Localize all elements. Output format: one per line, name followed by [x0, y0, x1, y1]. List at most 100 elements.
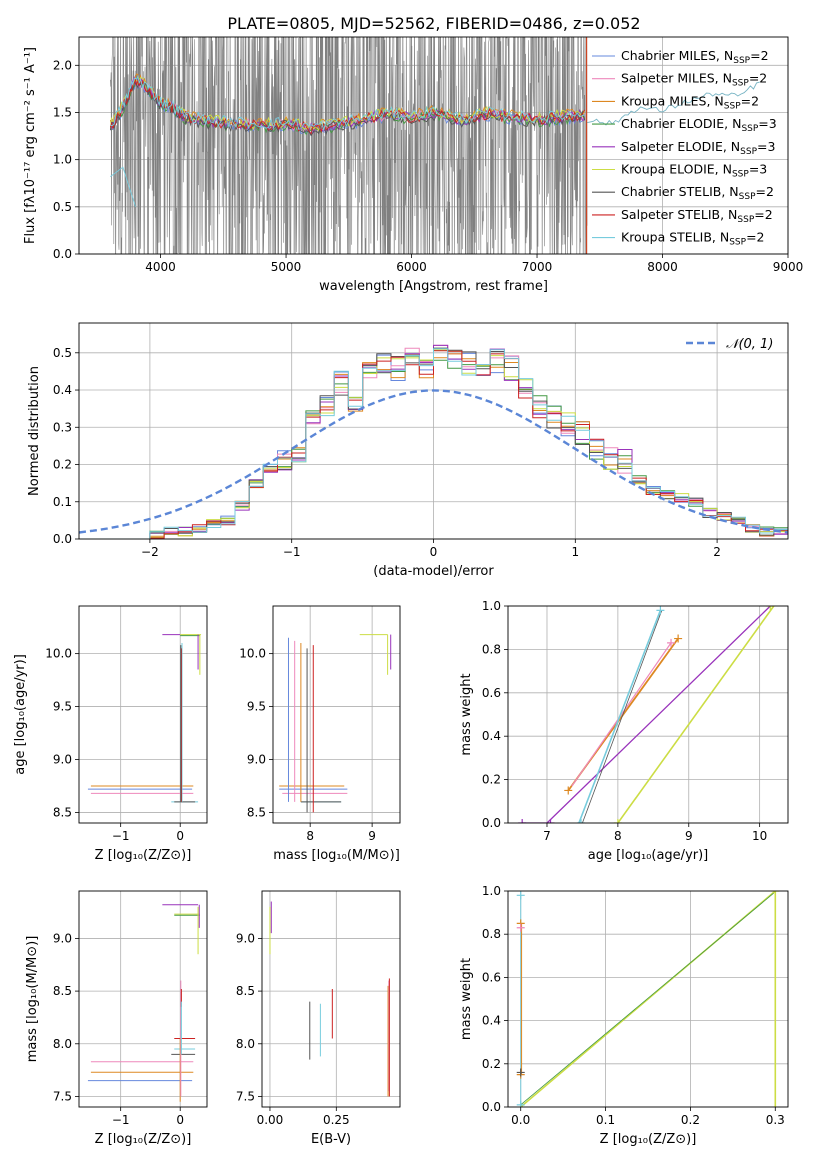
plot-area	[518, 606, 775, 823]
legend-text: Kroupa STELIB, N	[621, 230, 729, 245]
y-axis-label: age [log₁₀(age/yr)]	[13, 654, 28, 775]
x-tick-label: 0	[176, 1113, 184, 1127]
cumulative-line	[617, 606, 775, 823]
y-tick-label: 8.5	[247, 805, 266, 819]
x-tick-label: 1	[571, 545, 579, 559]
legend-label: Chabrier ELODIE, NSSP=3	[621, 116, 777, 134]
cumulative-line	[578, 610, 662, 823]
x-tick-label: −2	[141, 545, 159, 559]
x-axis-label: Z [log₁₀(Z/Z⊙)]	[600, 1132, 697, 1147]
y-tick-label: 0.6	[482, 970, 501, 984]
cumulative-line	[522, 606, 771, 823]
marker	[577, 819, 586, 823]
z-mass-panel: −1 0 7.5 8.0 8.5 9.0 Z [log₁₀(Z/Z⊙)] mass [log₁…	[25, 890, 208, 1147]
x-tick-label: 2	[713, 545, 721, 559]
legend-subscript: SSP	[732, 79, 749, 89]
legend-text: Kroupa ELODIE, N	[621, 162, 732, 177]
x-tick-label: 5000	[271, 260, 302, 274]
y-tick-label: 0.0	[482, 1100, 501, 1114]
model-spectrum-line	[109, 78, 586, 135]
z-age-panel: −1 0 8.5 9.0 9.5 10.0 Z [log₁₀(Z/Z⊙)] age [log₁…	[13, 605, 208, 863]
cumulative-line	[571, 642, 672, 787]
x-tick-label: 7	[543, 829, 551, 843]
y-tick-label: 1.0	[482, 599, 501, 613]
marker	[516, 1068, 525, 1077]
legend-subscript: SSP	[724, 101, 741, 111]
axes-frame	[78, 36, 789, 255]
y-tick-label: 10.0	[239, 647, 266, 661]
marker	[771, 891, 780, 895]
y-tick-label: 0.5	[53, 346, 72, 360]
x-axis-label: age [log₁₀(age/yr)]	[588, 848, 709, 863]
y-tick-label: 9.5	[247, 700, 266, 714]
normal-legend-label: 𝒩(0, 1)	[726, 337, 773, 352]
legend-text: Salpeter MILES, N	[621, 71, 732, 86]
legend-label: Kroupa MILES, NSSP=2	[621, 93, 759, 111]
y-tick-label: 8.5	[53, 984, 72, 998]
y-axis-label: mass [log₁₀(M/M⊙)]	[25, 936, 40, 1063]
y-tick-label: 0.0	[482, 816, 501, 830]
residual-histogram-panel: −2 −1 0 1 2 0.0 0.1 0.2 0.3 0.4 0.5 (data-model)/er…	[27, 322, 789, 579]
axes-frame	[261, 890, 401, 1108]
y-tick-label: 0.4	[482, 729, 501, 743]
legend-label: Chabrier STELIB, NSSP=2	[621, 184, 774, 202]
legend-text: Salpeter STELIB, N	[621, 207, 737, 222]
y-tick-label: 8.0	[53, 1037, 72, 1051]
y-tick-label: 0.4	[482, 1014, 501, 1028]
legend-suffix: =2	[749, 71, 767, 86]
legend-label: Salpeter ELODIE, NSSP=3	[621, 139, 775, 157]
legend-label: Salpeter STELIB, NSSP=2	[621, 207, 773, 225]
y-tick-label: 0.2	[53, 458, 72, 472]
model-spectrum-line	[109, 77, 586, 132]
spectrum-data-line	[110, 37, 588, 254]
y-tick-label: 0.8	[482, 927, 501, 941]
x-tick-label: 8	[614, 829, 622, 843]
legend-suffix: =2	[756, 184, 774, 199]
legend-subscript: SSP	[733, 56, 750, 66]
marker	[546, 819, 555, 823]
legend-text: Kroupa MILES, N	[621, 93, 724, 108]
legend-text: Salpeter ELODIE, N	[621, 139, 740, 154]
legend-subscript: SSP	[740, 147, 757, 157]
x-tick-label: 9	[685, 829, 693, 843]
x-tick-label: 0.1	[596, 1113, 615, 1127]
normal-curve	[79, 389, 788, 534]
legend-label: Chabrier MILES, NSSP=2	[621, 48, 769, 66]
x-axis-label: E(B-V)	[311, 1132, 351, 1147]
model-spectrum-line	[110, 74, 585, 132]
x-tick-label: 9000	[773, 260, 804, 274]
axes-frame	[507, 890, 789, 1108]
marker	[766, 606, 775, 610]
y-tick-label: 9.0	[236, 931, 255, 945]
legend-text: Chabrier ELODIE, N	[621, 116, 741, 131]
y-axis-label: mass weight	[459, 958, 474, 1040]
x-tick-label: 10	[752, 829, 767, 843]
plot-area	[87, 904, 200, 1102]
legend-subscript: SSP	[737, 215, 754, 225]
legend-suffix: =3	[758, 116, 776, 131]
y-tick-label: 8.5	[53, 805, 72, 819]
y-tick-label: 7.5	[53, 1089, 72, 1103]
x-tick-label: 6000	[396, 260, 427, 274]
marker	[516, 1100, 525, 1107]
x-tick-label: 9	[368, 829, 376, 843]
x-tick-label: 0.00	[257, 1113, 284, 1127]
x-tick-label: 7000	[522, 260, 553, 274]
y-tick-label: 10.0	[45, 647, 72, 661]
mass-age-panel: 8 9 8.5 9.0 9.5 10.0 mass [log₁₀(M/M⊙)]	[239, 605, 401, 863]
y-tick-label: 1.5	[53, 105, 72, 119]
x-axis-label: mass [log₁₀(M/M⊙)]	[273, 848, 400, 863]
x-tick-label: 0.3	[766, 1113, 785, 1127]
y-axis-label: Normed distribution	[27, 366, 42, 496]
x-tick-label: 8	[306, 829, 314, 843]
plot-area	[516, 891, 780, 1107]
marker	[518, 819, 527, 823]
y-tick-label: 9.5	[53, 700, 72, 714]
marker	[667, 638, 676, 647]
x-tick-label: 0.25	[323, 1113, 350, 1127]
y-tick-label: 8.5	[236, 984, 255, 998]
y-tick-label: 0.3	[53, 420, 72, 434]
legend-subscript: SSP	[741, 124, 758, 134]
legend-suffix: =3	[749, 162, 767, 177]
y-axis-label: Flux [fλ10⁻¹⁷ erg cm⁻² s⁻¹ A⁻¹]	[23, 47, 38, 244]
